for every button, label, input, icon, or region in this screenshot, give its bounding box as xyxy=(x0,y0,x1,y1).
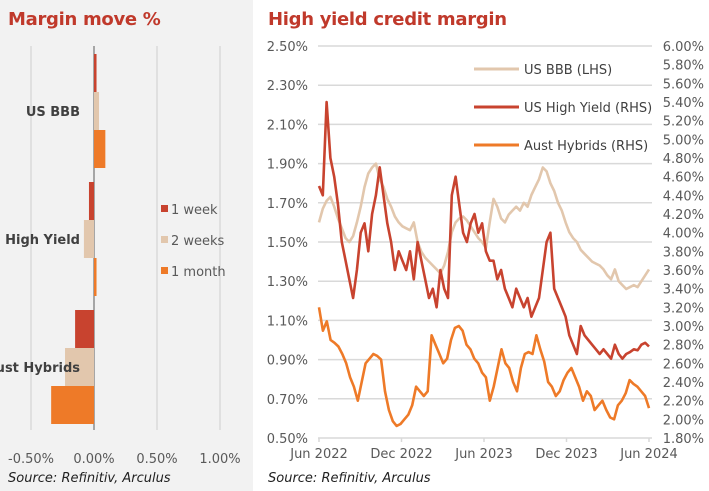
bar-2-weeks xyxy=(94,92,100,130)
legend-swatch xyxy=(161,236,168,243)
margin-move-chart: -0.50% 0.00% 0.50% 1.00% US BBB US High Yield… xyxy=(0,46,241,467)
high-yield-panel: High yield credit margin Source: Refinit… xyxy=(255,0,709,491)
bar-2-weeks xyxy=(83,220,94,258)
bar-1-month xyxy=(94,130,106,168)
margin-move-panel: Margin move % -0.50% 0.00% 0.50% 1.00% US BB… xyxy=(0,0,253,491)
bar-1-month xyxy=(51,386,94,424)
category-label: US High Yield xyxy=(0,233,80,248)
category-label: Aust Hybrids xyxy=(0,361,80,376)
legend-swatch xyxy=(161,205,168,212)
high-yield-source: Source: Refinitiv, Arculus xyxy=(268,471,431,486)
x-tick-label: 0.00% xyxy=(73,452,114,467)
bar-1-month xyxy=(94,258,97,296)
bar-1-week xyxy=(75,310,94,348)
category-label: US BBB xyxy=(26,105,80,120)
legend-label: 2 weeks xyxy=(171,234,225,249)
x-tick-label: -0.50% xyxy=(8,452,54,467)
bar-1-week xyxy=(94,54,97,92)
legend-label: 1 week xyxy=(171,203,218,218)
legend-label: 1 month xyxy=(171,265,226,280)
high-yield-title: High yield credit margin xyxy=(268,9,507,30)
legend-swatch xyxy=(161,267,168,274)
bar-1-week xyxy=(88,182,94,220)
margin-move-title: Margin move % xyxy=(8,9,161,30)
bar-2-weeks xyxy=(65,348,94,386)
x-tick-label: 1.00% xyxy=(199,452,240,467)
margin-move-source: Source: Refinitiv, Arculus xyxy=(8,471,171,486)
x-tick-label: 0.50% xyxy=(136,452,177,467)
